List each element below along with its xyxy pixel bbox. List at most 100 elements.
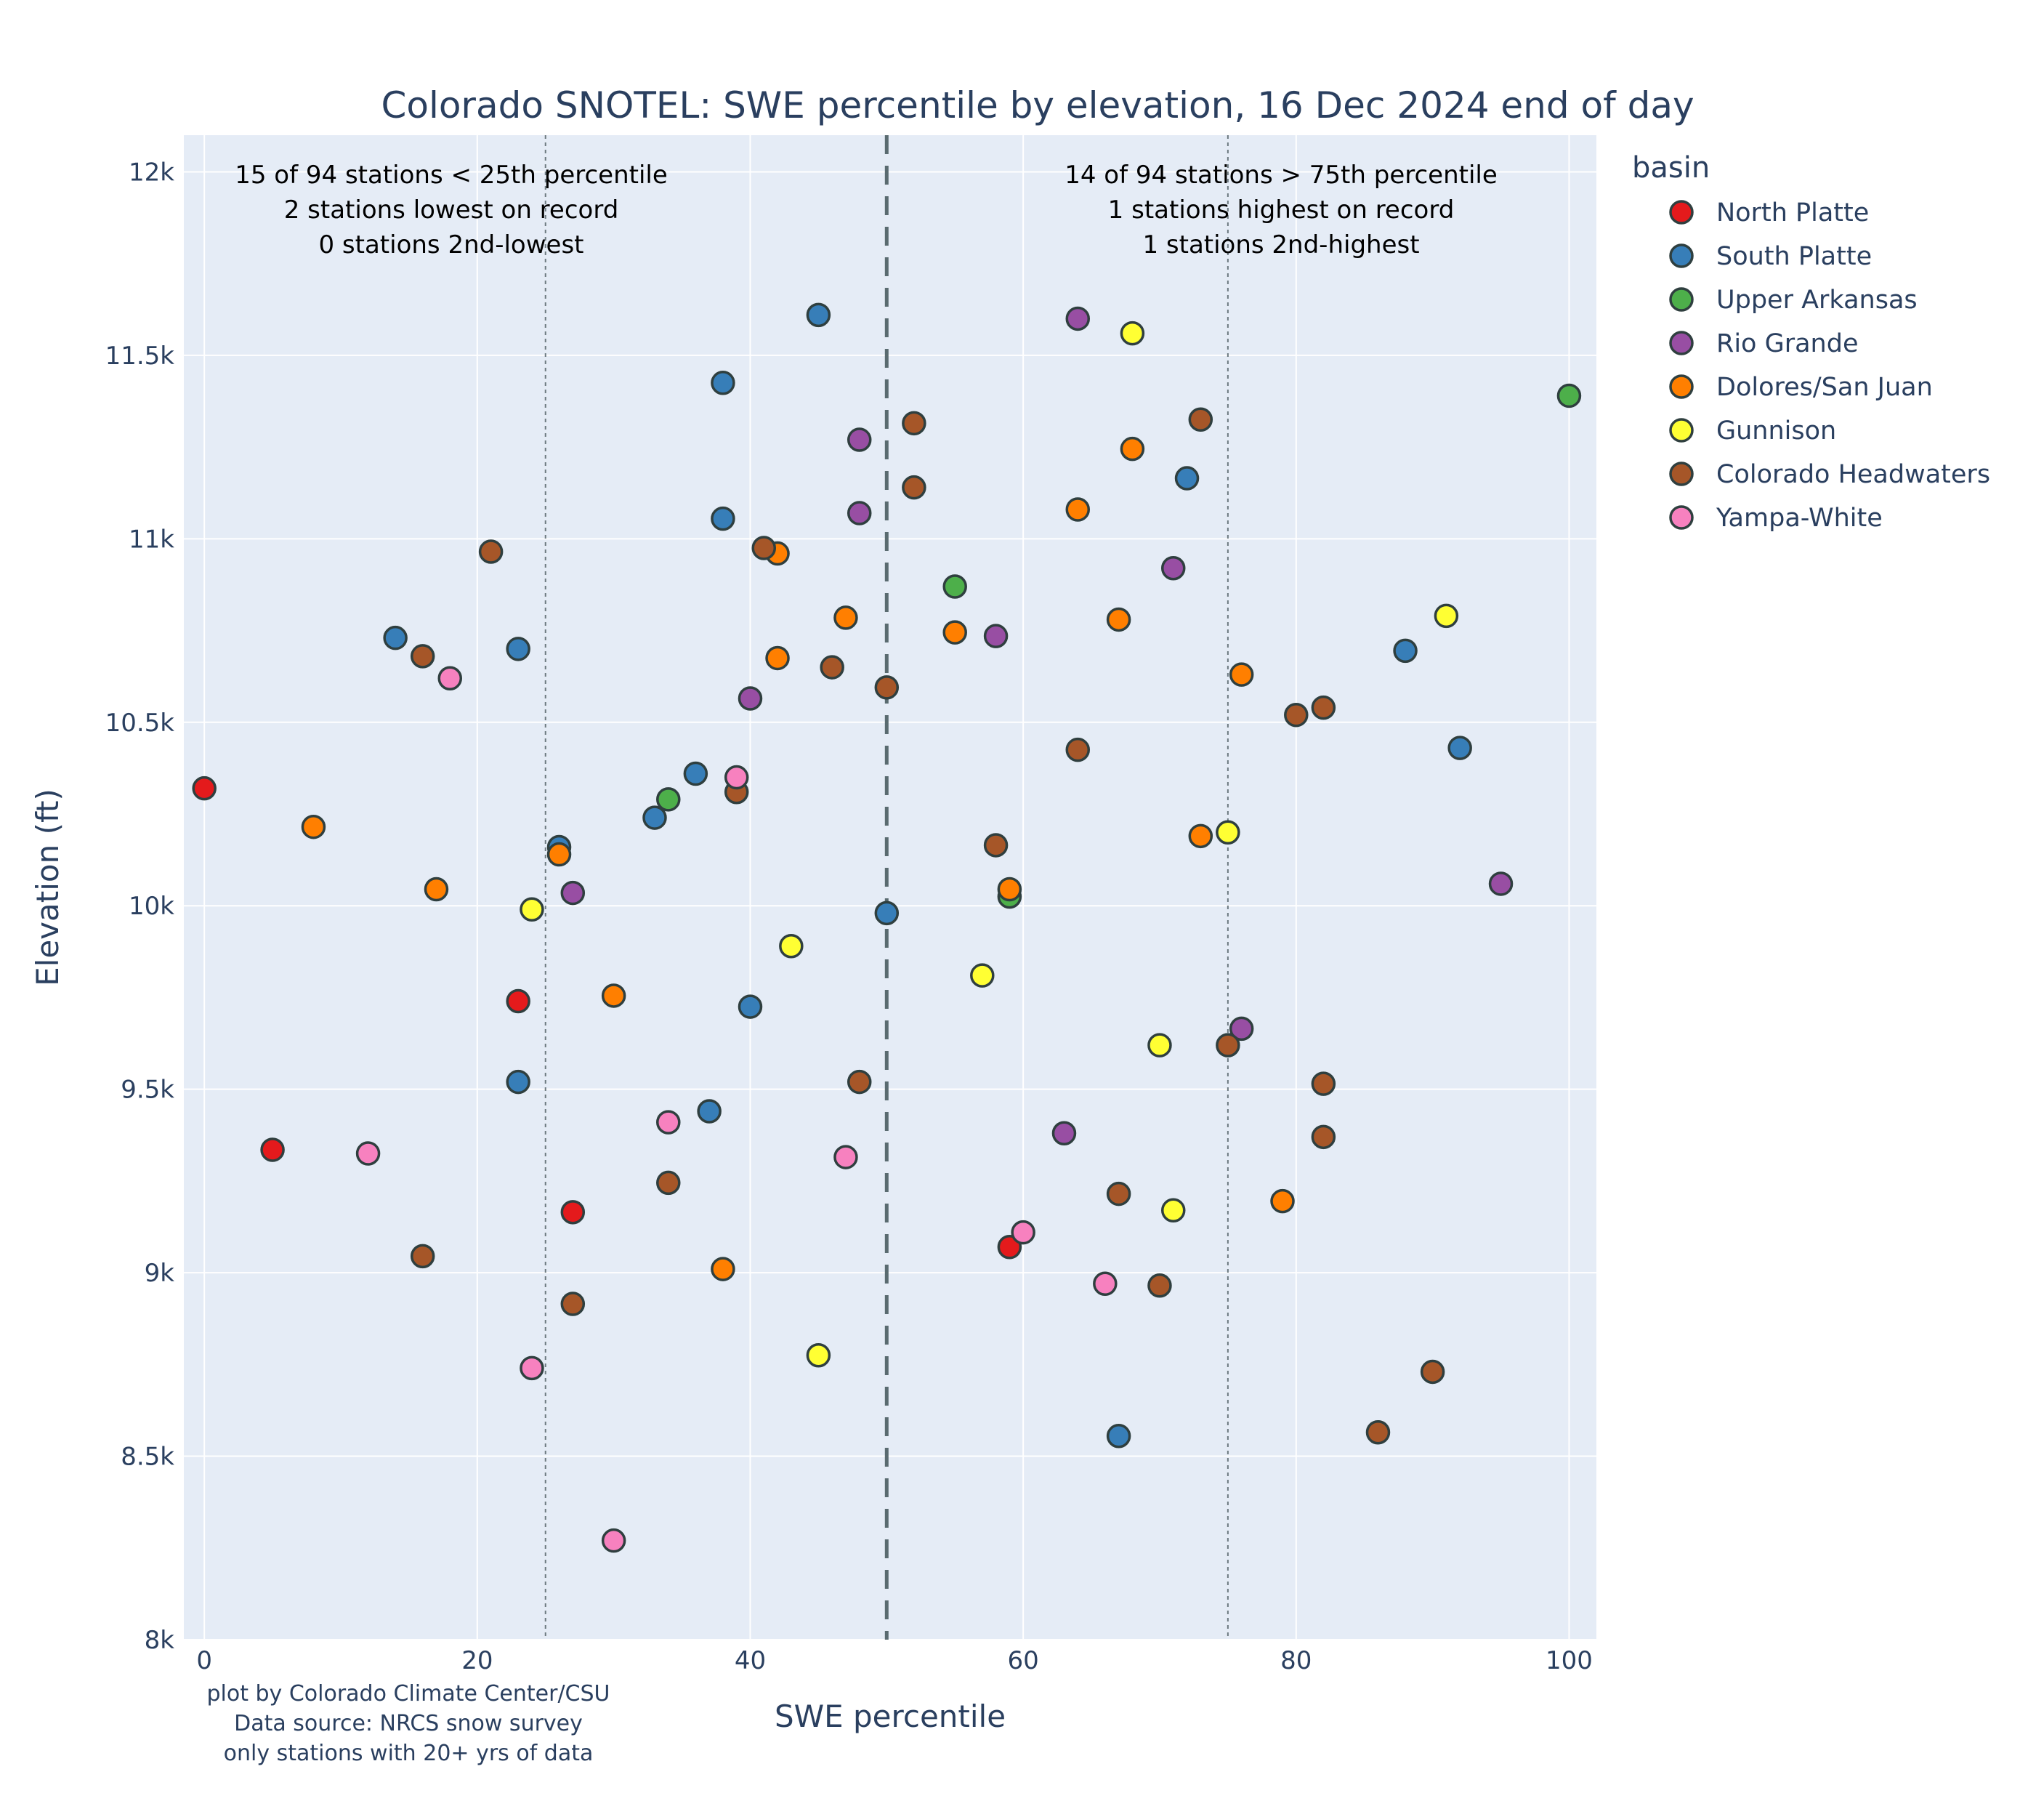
data-point: [874, 901, 900, 926]
source-note: plot by Colorado Climate Center/CSU Data…: [206, 1681, 610, 1766]
y-axis-ticks: 8k 8.5k 9k 9.5k 10k 10.5k 11k 11.5k 12k: [105, 158, 175, 1655]
legend-label: Yampa-White: [1716, 504, 1883, 533]
data-point: [1174, 466, 1200, 491]
data-point: [942, 620, 967, 645]
legend-label: Upper Arkansas: [1716, 286, 1918, 315]
data-point: [410, 1244, 435, 1269]
data-point: [1147, 1033, 1172, 1057]
data-point: [520, 1355, 544, 1381]
data-point: [1365, 1419, 1391, 1445]
data-point: [1488, 871, 1514, 896]
data-point: [847, 427, 872, 452]
data-point: [847, 501, 872, 525]
annotation-left-line-2: 2 stations lowest on record: [284, 196, 619, 225]
data-point: [751, 536, 777, 560]
data-point: [383, 625, 408, 650]
data-point: [506, 1069, 530, 1095]
data-point: [874, 675, 900, 700]
data-point: [520, 897, 544, 922]
legend-marker: [1669, 287, 1694, 312]
data-point: [546, 842, 572, 867]
data-point: [970, 963, 995, 988]
data-point: [983, 833, 1009, 858]
x-tick-label: 60: [1007, 1646, 1038, 1675]
data-point: [983, 624, 1009, 648]
chart-title: Colorado SNOTEL: SWE percentile by eleva…: [381, 84, 1694, 126]
data-point: [1120, 436, 1145, 462]
data-point: [902, 475, 926, 500]
data-point: [806, 302, 831, 328]
y-tick-label: 11k: [129, 525, 174, 554]
legend-marker: [1669, 462, 1694, 486]
data-point: [506, 637, 530, 661]
data-points: [192, 302, 1582, 1553]
data-point: [260, 1137, 285, 1162]
data-point: [656, 1170, 681, 1196]
data-point: [847, 1069, 872, 1095]
annotation-right-line-1: 14 of 94 stations > 75th percentile: [1065, 161, 1498, 190]
data-point: [642, 805, 667, 830]
legend-marker: [1669, 200, 1694, 225]
data-point: [997, 877, 1022, 902]
data-point: [424, 877, 449, 902]
data-point: [724, 765, 749, 790]
y-axis-title: Elevation (ft): [30, 789, 65, 986]
data-point: [697, 1099, 722, 1124]
series-rio-grande: [560, 306, 1514, 1146]
data-point: [301, 814, 326, 839]
series-colorado-headwaters: [410, 407, 1445, 1445]
plot-area: [184, 135, 1596, 1640]
data-point: [601, 1528, 626, 1553]
x-axis-ticks: 0 20 40 60 80 100: [196, 1646, 1593, 1675]
x-tick-label: 100: [1546, 1646, 1593, 1675]
annotation-left-line-3: 0 stations 2nd-lowest: [318, 230, 583, 259]
data-point: [1284, 702, 1309, 728]
data-point: [1447, 736, 1472, 760]
data-point: [711, 371, 735, 395]
data-point: [1393, 638, 1418, 664]
y-tick-label: 8k: [145, 1626, 175, 1655]
data-point: [1229, 1016, 1254, 1042]
data-point: [1270, 1188, 1295, 1214]
y-tick-label: 10k: [129, 892, 174, 921]
legend-marker: [1669, 331, 1694, 355]
data-point: [410, 644, 435, 669]
data-point: [902, 411, 926, 436]
legend-label: South Platte: [1716, 242, 1872, 271]
legend-marker: [1669, 505, 1694, 530]
annotation-right-line-3: 1 stations 2nd-highest: [1142, 230, 1419, 259]
data-point: [683, 761, 708, 786]
data-point: [997, 1235, 1022, 1260]
series-yampa-white: [355, 666, 1118, 1553]
data-point: [1065, 737, 1091, 762]
legend-item-upper-arkansas: Upper Arkansas: [1669, 286, 1918, 315]
data-point: [1420, 1359, 1445, 1385]
annotation-right: 14 of 94 stations > 75th percentile 1 st…: [1065, 161, 1498, 259]
data-point: [1434, 603, 1459, 629]
y-tick-label: 12k: [129, 158, 174, 187]
data-point: [192, 775, 217, 801]
legend-item-colorado-headwaters: Colorado Headwaters: [1669, 460, 1990, 489]
data-point: [1160, 556, 1186, 581]
legend-label: Rio Grande: [1716, 329, 1858, 358]
legend: basin North Platte South Platte Upper Arka…: [1632, 151, 1990, 533]
data-point: [806, 1342, 831, 1368]
x-tick-label: 0: [196, 1646, 212, 1675]
data-point: [833, 1145, 858, 1169]
legend-marker: [1669, 418, 1694, 443]
data-point: [601, 983, 626, 1008]
legend-title: basin: [1632, 151, 1710, 185]
data-point: [833, 605, 858, 630]
data-point: [1311, 695, 1336, 720]
y-tick-label: 8.5k: [121, 1443, 174, 1472]
legend-item-gunnison: Gunnison: [1669, 416, 1836, 446]
data-point: [560, 1200, 586, 1225]
legend-item-north-platte: North Platte: [1669, 198, 1869, 227]
legend-item-dolores-san-juan: Dolores/San Juan: [1669, 373, 1933, 402]
data-point: [1011, 1220, 1035, 1245]
x-axis-title: SWE percentile: [775, 1699, 1006, 1734]
legend-label: Gunnison: [1716, 416, 1836, 446]
data-point: [1188, 407, 1213, 432]
data-point: [738, 686, 763, 711]
data-point: [711, 1257, 735, 1281]
